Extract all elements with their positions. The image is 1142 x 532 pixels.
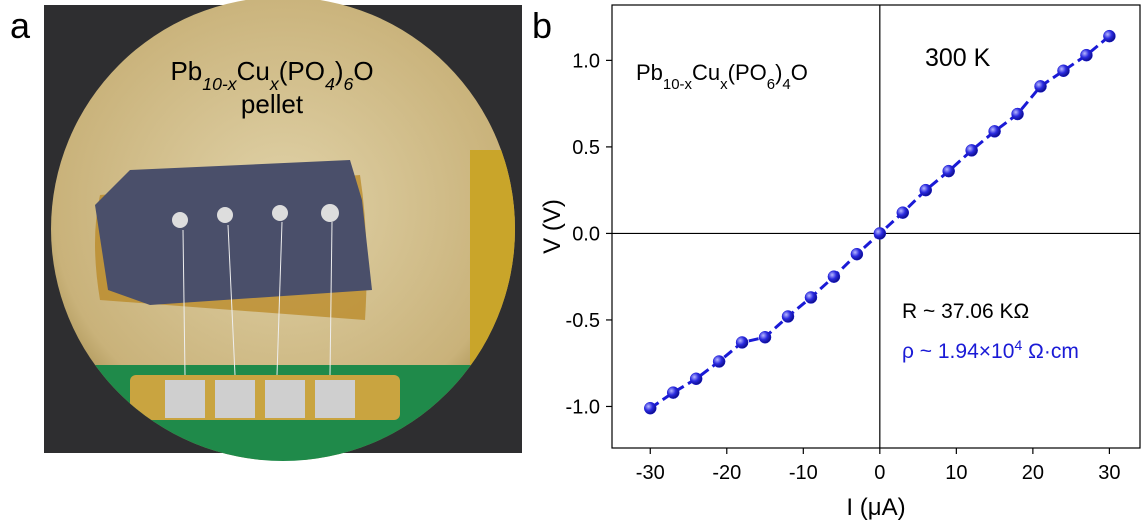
data-point: [735, 336, 749, 349]
annotation-resistance: R ~ 37.06 KΩ: [902, 300, 1029, 323]
formula-part: Cu: [237, 56, 270, 86]
x-axis-label: I (μA): [846, 494, 905, 521]
x-tick-label: 30: [1098, 462, 1120, 484]
formula-part: (PO: [728, 60, 767, 85]
panel-label: b: [532, 5, 552, 46]
formula-part: O: [353, 56, 373, 86]
data-point: [850, 247, 864, 261]
x-tick-label: -20: [712, 462, 741, 484]
data-point: [965, 144, 978, 157]
data-point: [1011, 107, 1024, 121]
caption: pellet: [241, 89, 304, 119]
x-tick-label: 0: [874, 462, 885, 484]
annotation-resistivity: ρ ~ 1.94×104 Ω·cm: [902, 338, 1079, 363]
formula-part: 6: [343, 74, 353, 94]
formula-part: Pb: [170, 56, 202, 86]
y-tick-label: 1.0: [572, 50, 600, 72]
formula-part: (PO: [279, 56, 325, 86]
data-point: [942, 164, 955, 178]
y-tick-label: 0.5: [572, 137, 600, 159]
photo: a Pb10-xCux(PO4)6O pellet: [10, 0, 522, 461]
formula-part: O: [791, 60, 808, 85]
data-point: [1034, 80, 1047, 93]
data-point: [896, 206, 910, 219]
annotation-part: 4: [1014, 338, 1022, 354]
data-point: [644, 401, 657, 415]
chart: b -30 -20 -10 0 10 20 30 -1.0 -0.5 0.0 0.5 1.0 I (μA)…: [532, 4, 1141, 521]
formula-part: 6: [767, 76, 775, 93]
data-point: [666, 386, 680, 399]
data-point: [712, 355, 726, 368]
data-point: [781, 310, 795, 323]
x-tick-label: 20: [1022, 462, 1044, 484]
y-axis-label: V (V): [539, 199, 566, 254]
plot-frame: [611, 4, 1141, 449]
data-point: [1103, 29, 1116, 43]
formula-part: 4: [782, 76, 790, 93]
formula-part: Cu: [692, 60, 720, 85]
x-tick-label: -10: [789, 462, 818, 484]
formula-part: x: [720, 76, 728, 93]
formula-part: ): [335, 56, 344, 86]
annotation-formula: Pb10-xCux(PO6)4O: [636, 60, 808, 93]
formula-part: Pb: [636, 60, 663, 85]
data-point: [1057, 64, 1070, 78]
data-point: [988, 125, 1001, 138]
panel-label: a: [10, 5, 31, 46]
annotation-temperature: 300 K: [925, 44, 991, 72]
data-point: [758, 331, 772, 344]
data-point: [689, 372, 703, 386]
y-tick-label: -1.0: [566, 396, 600, 418]
x-tick-label: -30: [636, 462, 665, 484]
x-tick-label: 10: [945, 462, 967, 484]
formula-part: 10-x: [202, 74, 238, 94]
formula-part: 10-x: [663, 76, 693, 93]
data-point: [827, 270, 841, 283]
data-point: [804, 291, 818, 304]
data-point: [1080, 48, 1093, 62]
formula-part: ): [775, 60, 782, 85]
formula: Pb10-xCux(PO4)6O: [170, 56, 373, 94]
y-tick-label: -0.5: [566, 310, 600, 332]
data-point: [919, 183, 932, 197]
annotation-part: ρ ~ 1.94×10: [902, 340, 1014, 363]
formula-part: 4: [325, 74, 335, 94]
y-tick-label: 0.0: [572, 223, 600, 245]
annotation-part: Ω·cm: [1022, 340, 1079, 363]
formula-part: x: [269, 74, 280, 94]
data-point: [873, 227, 887, 240]
